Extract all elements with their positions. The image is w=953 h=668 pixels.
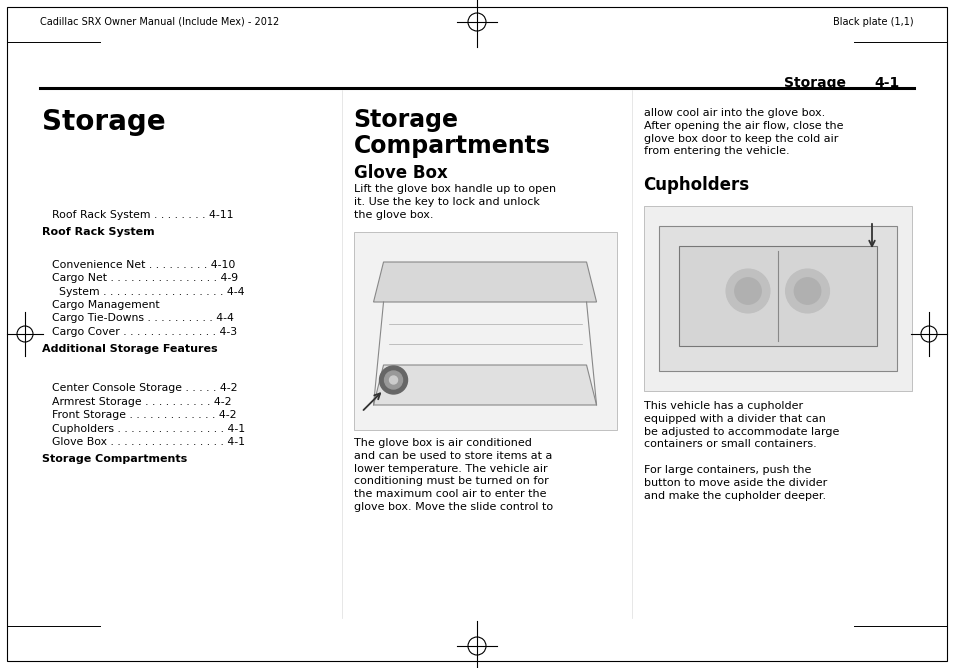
Circle shape bbox=[389, 376, 397, 384]
Polygon shape bbox=[374, 262, 596, 302]
Text: Convenience Net . . . . . . . . . 4-10: Convenience Net . . . . . . . . . 4-10 bbox=[52, 260, 235, 270]
Circle shape bbox=[379, 366, 407, 394]
Text: Cargo Cover . . . . . . . . . . . . . . 4-3: Cargo Cover . . . . . . . . . . . . . . … bbox=[52, 327, 237, 337]
Text: Storage: Storage bbox=[42, 108, 166, 136]
Circle shape bbox=[384, 371, 402, 389]
Text: Glove Box . . . . . . . . . . . . . . . . . 4-1: Glove Box . . . . . . . . . . . . . . . … bbox=[52, 437, 245, 447]
Text: Front Storage . . . . . . . . . . . . . 4-2: Front Storage . . . . . . . . . . . . . … bbox=[52, 410, 236, 420]
Text: This vehicle has a cupholder
equipped with a divider that can
be adjusted to acc: This vehicle has a cupholder equipped wi… bbox=[643, 401, 838, 500]
Text: allow cool air into the glove box.
After opening the air flow, close the
glove b: allow cool air into the glove box. After… bbox=[643, 108, 842, 156]
Text: Armrest Storage . . . . . . . . . . 4-2: Armrest Storage . . . . . . . . . . 4-2 bbox=[52, 397, 232, 407]
Text: Storage Compartments: Storage Compartments bbox=[42, 454, 187, 464]
Bar bbox=[658, 226, 896, 371]
Circle shape bbox=[734, 278, 760, 304]
Text: Cupholders: Cupholders bbox=[643, 176, 749, 194]
Circle shape bbox=[784, 269, 829, 313]
Bar bbox=[643, 206, 911, 391]
Text: Cargo Tie-Downs . . . . . . . . . . 4-4: Cargo Tie-Downs . . . . . . . . . . 4-4 bbox=[52, 313, 233, 323]
Text: Center Console Storage . . . . . 4-2: Center Console Storage . . . . . 4-2 bbox=[52, 383, 237, 393]
Text: Lift the glove box handle up to open
it. Use the key to lock and unlock
the glov: Lift the glove box handle up to open it.… bbox=[354, 184, 555, 220]
Text: Storage: Storage bbox=[354, 108, 458, 132]
Text: Glove Box: Glove Box bbox=[354, 164, 447, 182]
Polygon shape bbox=[374, 365, 596, 405]
Text: Storage: Storage bbox=[783, 76, 845, 90]
Text: Cadillac SRX Owner Manual (Include Mex) - 2012: Cadillac SRX Owner Manual (Include Mex) … bbox=[40, 17, 279, 27]
Text: Black plate (1,1): Black plate (1,1) bbox=[833, 17, 913, 27]
Circle shape bbox=[725, 269, 769, 313]
Text: Cargo Net . . . . . . . . . . . . . . . . 4-9: Cargo Net . . . . . . . . . . . . . . . … bbox=[52, 273, 238, 283]
Text: Compartments: Compartments bbox=[354, 134, 550, 158]
Text: The glove box is air conditioned
and can be used to store items at a
lower tempe: The glove box is air conditioned and can… bbox=[354, 438, 552, 512]
Text: Cargo Management: Cargo Management bbox=[52, 300, 159, 310]
Circle shape bbox=[794, 278, 820, 304]
Text: Additional Storage Features: Additional Storage Features bbox=[42, 344, 217, 354]
Text: Cupholders . . . . . . . . . . . . . . . . 4-1: Cupholders . . . . . . . . . . . . . . .… bbox=[52, 424, 245, 434]
Bar bbox=[678, 246, 876, 346]
Text: System . . . . . . . . . . . . . . . . . . 4-4: System . . . . . . . . . . . . . . . . .… bbox=[52, 287, 244, 297]
Text: Roof Rack System: Roof Rack System bbox=[42, 227, 154, 237]
Text: 4-1: 4-1 bbox=[873, 76, 899, 90]
Bar bbox=[354, 232, 616, 430]
Text: Roof Rack System . . . . . . . . 4-11: Roof Rack System . . . . . . . . 4-11 bbox=[52, 210, 233, 220]
